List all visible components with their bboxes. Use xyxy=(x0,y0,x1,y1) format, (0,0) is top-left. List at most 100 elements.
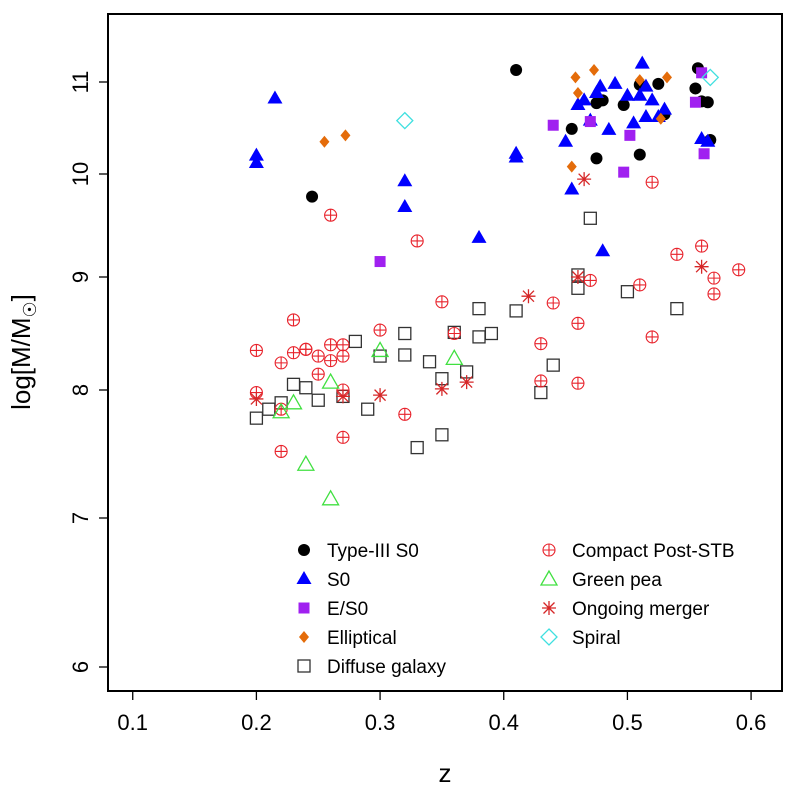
legend-marker xyxy=(542,543,556,557)
data-point xyxy=(707,287,721,301)
legend-entry: E/S0 xyxy=(298,599,368,620)
legend-marker xyxy=(296,571,312,584)
series-green-pea xyxy=(272,341,464,506)
data-point xyxy=(249,343,263,357)
data-point xyxy=(311,367,325,381)
y-axis-label-close: ] xyxy=(6,294,36,301)
data-point xyxy=(274,356,288,370)
data-point xyxy=(558,133,574,147)
data-point xyxy=(435,295,449,309)
y-tick-label: 6 xyxy=(68,661,93,673)
data-point xyxy=(299,342,313,356)
data-point xyxy=(577,172,592,187)
data-point xyxy=(284,393,303,410)
legend-label: Spiral xyxy=(572,628,621,649)
data-point xyxy=(572,87,583,100)
data-point xyxy=(422,355,437,369)
data-point xyxy=(398,326,412,341)
data-point xyxy=(472,301,486,316)
data-point xyxy=(459,375,474,390)
data-point xyxy=(620,285,635,299)
legend-entry: Elliptical xyxy=(299,628,397,649)
data-point xyxy=(471,229,487,243)
legend-entry: Compact Post-STB xyxy=(542,541,735,562)
series-e-s0 xyxy=(374,67,710,268)
data-point xyxy=(534,385,548,400)
legend-marker xyxy=(540,628,558,646)
data-point xyxy=(321,489,340,506)
data-point xyxy=(335,389,350,404)
data-point xyxy=(262,402,276,416)
data-point xyxy=(521,289,536,304)
data-point xyxy=(348,334,362,349)
data-point xyxy=(311,393,325,407)
series-spiral xyxy=(395,68,720,130)
data-point xyxy=(632,87,648,101)
legend-entry: Diffuse galaxy xyxy=(297,657,446,678)
data-point xyxy=(374,256,386,268)
data-point xyxy=(633,278,647,292)
data-point xyxy=(644,92,660,106)
data-point xyxy=(617,99,630,111)
series-diffuse-galaxy xyxy=(249,211,684,455)
legend-marker xyxy=(299,631,309,643)
data-point xyxy=(707,271,721,285)
legend-marker xyxy=(539,569,559,586)
legend-marker xyxy=(298,544,310,556)
series-s0 xyxy=(248,55,716,257)
legend-label: Compact Post-STB xyxy=(572,541,735,562)
series-compact-post-stb xyxy=(249,175,746,458)
data-point xyxy=(286,346,301,360)
y-axis-label-main: log[M/M xyxy=(6,317,36,409)
data-point xyxy=(248,147,264,161)
y-tick-label: 7 xyxy=(68,512,93,524)
data-point xyxy=(534,337,548,351)
x-tick-label: 0.4 xyxy=(488,710,519,735)
data-point xyxy=(645,330,659,344)
data-point xyxy=(700,133,716,147)
data-point xyxy=(508,149,524,163)
data-point xyxy=(695,239,709,253)
data-point xyxy=(570,71,581,84)
legend-label: Elliptical xyxy=(327,628,397,649)
data-point xyxy=(592,78,608,92)
x-tick-label: 0.6 xyxy=(736,710,767,735)
data-point xyxy=(689,96,701,108)
legend-label: Diffuse galaxy xyxy=(327,657,446,678)
data-point xyxy=(267,90,283,104)
series-elliptical xyxy=(319,64,672,173)
data-point xyxy=(670,247,684,261)
data-point xyxy=(306,190,319,203)
data-point xyxy=(652,77,665,90)
data-point xyxy=(249,411,264,425)
data-point xyxy=(370,341,390,358)
data-points-layer xyxy=(248,55,746,506)
data-point xyxy=(445,349,464,366)
data-point xyxy=(661,71,672,84)
legend-entry: Type-III S0 xyxy=(298,541,419,562)
data-point xyxy=(626,115,642,129)
data-point xyxy=(689,82,702,95)
data-point xyxy=(361,402,375,416)
data-point xyxy=(546,358,560,372)
legend-entry: Ongoing merger xyxy=(542,599,710,620)
data-point xyxy=(619,87,635,101)
legend-entry: S0 xyxy=(296,570,350,591)
data-point xyxy=(274,444,288,458)
data-point xyxy=(435,428,449,442)
data-point xyxy=(397,173,413,187)
data-point xyxy=(324,354,338,368)
data-point xyxy=(595,243,611,257)
data-point xyxy=(510,64,523,77)
data-point xyxy=(336,338,350,352)
data-point xyxy=(655,112,666,125)
data-point xyxy=(373,388,388,403)
data-point xyxy=(336,430,350,444)
data-point xyxy=(566,160,577,173)
data-point xyxy=(670,301,684,316)
data-point xyxy=(324,208,338,222)
data-point xyxy=(645,175,659,189)
legend: Type-III S0 S0 E/S0 Elliptical Diffuse galax… xyxy=(296,541,735,678)
series-ongoing-merger xyxy=(249,172,709,406)
data-point xyxy=(571,281,585,295)
